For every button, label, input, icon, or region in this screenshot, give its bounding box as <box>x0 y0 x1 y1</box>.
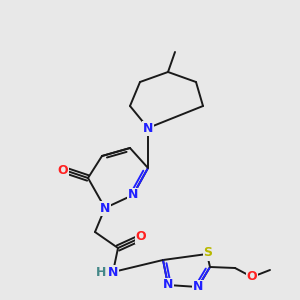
Text: N: N <box>108 266 118 278</box>
Text: N: N <box>143 122 153 134</box>
Text: O: O <box>58 164 68 176</box>
Text: N: N <box>100 202 110 214</box>
Text: N: N <box>193 280 203 293</box>
Text: H: H <box>96 266 106 278</box>
Text: N: N <box>163 278 173 292</box>
Text: S: S <box>203 247 212 260</box>
Text: O: O <box>247 271 257 284</box>
Text: O: O <box>136 230 146 242</box>
Text: N: N <box>128 188 138 202</box>
